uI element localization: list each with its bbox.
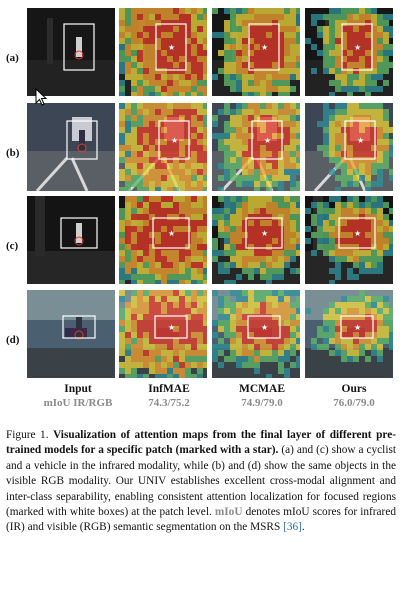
image-rgb-vehicle-input [27,290,115,378]
image-rgb-vehicle-ours: ★ [305,290,393,378]
image-rgb-vehicle-mcmae: ★ [212,290,300,378]
caption-bold: Visualization of attention maps from the… [6,429,396,457]
caption-ref-link[interactable]: [36] [283,521,302,534]
caption-label: Figure 1. [6,429,49,441]
image-rgb-cyclist-ours: ★ [305,103,393,191]
image-rgb-cyclist-input [27,103,115,191]
image-ir-vehicle-mcmae: ★ [212,196,300,284]
col-score-mcmae: 74.9/79.0 [241,397,283,409]
mouse-cursor-icon [35,88,47,106]
figure-caption: Figure 1. Visualization of attention map… [6,428,396,536]
svg-text:★: ★ [354,43,361,52]
caption-text1: (a) and (c) show a cyclist and a vehicle… [6,444,396,519]
caption-text2: denotes mIoU scores for infrared (IR) an… [6,506,396,534]
svg-text:★: ★ [168,229,175,238]
svg-text:★: ★ [261,229,268,238]
col-head-infmae: InfMAE [148,383,190,395]
svg-text:★: ★ [261,323,268,332]
image-rgb-cyclist-mcmae: ★ [212,103,300,191]
svg-text:★: ★ [261,43,268,52]
row-label-b: (b) [6,147,20,159]
col-head-mcmae: MCMAE [239,383,285,395]
svg-text:★: ★ [168,43,175,52]
row-label-a: (a) [6,52,19,64]
caption-end: . [301,521,305,534]
image-ir-cyclist-input [27,8,115,96]
image-ir-cyclist-infmae: ★ [119,8,207,96]
attention-figure: (a) (b) (c) (d) ★ ★ ★ ★ ★ ★ ★ ★ ★ ★ ★ ★ [6,8,393,378]
image-rgb-cyclist-infmae: ★ [119,103,207,191]
svg-text:★: ★ [264,136,271,145]
row-label-c: (c) [6,240,19,252]
image-ir-vehicle-input [27,196,115,284]
svg-text:★: ★ [357,136,364,145]
col-head-input: Input [64,383,92,395]
image-ir-vehicle-ours: ★ [305,196,393,284]
image-ir-cyclist-ours: ★ [305,8,393,96]
image-rgb-vehicle-infmae: ★ [119,290,207,378]
svg-text:★: ★ [171,136,178,145]
col-score-infmae: 74.3/75.2 [148,397,190,409]
row-label-d: (d) [6,334,20,346]
col-score-input: mIoU IR/RGB [43,397,113,409]
svg-text:★: ★ [168,323,175,332]
svg-text:★: ★ [354,323,361,332]
svg-text:★: ★ [354,229,361,238]
image-ir-vehicle-infmae: ★ [119,196,207,284]
caption-miou: mIoU [214,506,243,519]
image-ir-cyclist-mcmae: ★ [212,8,300,96]
col-head-ours: Ours [341,383,367,395]
col-score-ours: 76.0/79.0 [333,397,375,409]
